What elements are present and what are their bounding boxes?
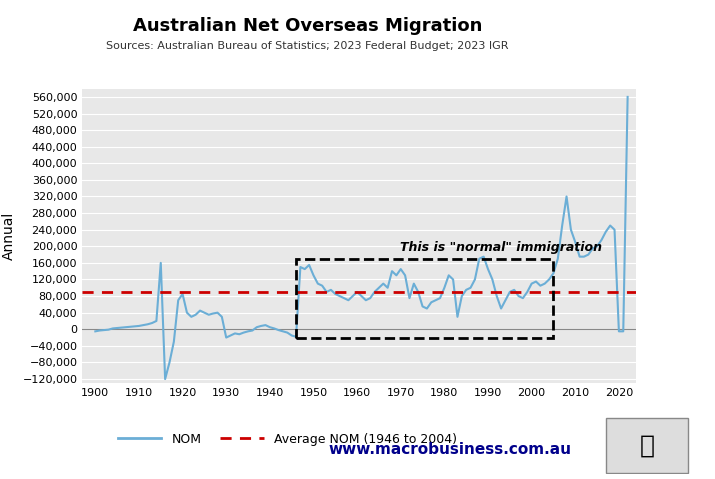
Legend: NOM, Average NOM (1946 to 2004): NOM, Average NOM (1946 to 2004): [113, 428, 462, 451]
Y-axis label: Annual: Annual: [1, 212, 16, 260]
Text: This is "normal" immigration: This is "normal" immigration: [400, 241, 602, 254]
Bar: [296, 259, 553, 338]
Text: Australian Net Overseas Migration: Australian Net Overseas Migration: [133, 17, 482, 35]
Text: 🐺: 🐺: [640, 433, 654, 457]
Text: MACRO: MACRO: [601, 28, 661, 43]
Text: Sources: Australian Bureau of Statistics; 2023 Federal Budget; 2023 IGR: Sources: Australian Bureau of Statistics…: [107, 41, 508, 51]
Text: www.macrobusiness.com.au: www.macrobusiness.com.au: [329, 443, 572, 457]
Text: BUSINESS: BUSINESS: [590, 54, 672, 69]
